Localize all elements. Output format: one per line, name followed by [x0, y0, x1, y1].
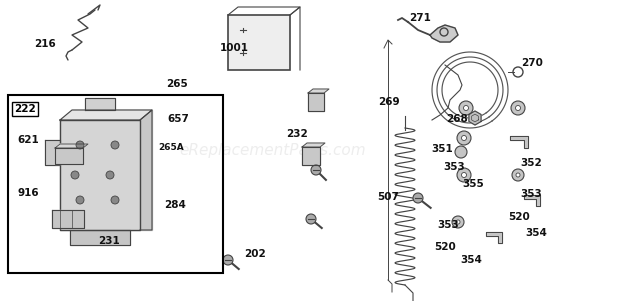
- Circle shape: [457, 131, 471, 145]
- Text: 520: 520: [434, 242, 456, 253]
- Text: 621: 621: [17, 135, 39, 145]
- Polygon shape: [85, 98, 115, 110]
- Polygon shape: [524, 195, 540, 206]
- Circle shape: [464, 105, 469, 110]
- Circle shape: [457, 168, 471, 182]
- Circle shape: [111, 196, 119, 204]
- Text: 216: 216: [34, 39, 56, 49]
- Circle shape: [223, 255, 233, 265]
- Polygon shape: [486, 232, 502, 243]
- Text: 354: 354: [460, 255, 482, 265]
- Text: 284: 284: [164, 200, 186, 210]
- Circle shape: [455, 146, 467, 158]
- Text: 1001: 1001: [220, 43, 249, 53]
- Text: 202: 202: [244, 249, 265, 259]
- Circle shape: [461, 135, 466, 141]
- Text: 232: 232: [286, 129, 308, 139]
- Text: 269: 269: [378, 97, 400, 107]
- Circle shape: [515, 105, 521, 110]
- Text: 268: 268: [446, 114, 468, 124]
- Polygon shape: [302, 143, 325, 147]
- Polygon shape: [60, 120, 140, 230]
- Circle shape: [456, 220, 460, 224]
- Text: 353: 353: [521, 189, 542, 199]
- Polygon shape: [55, 148, 83, 164]
- Polygon shape: [45, 140, 60, 165]
- Circle shape: [311, 165, 321, 175]
- Bar: [8, 95, 223, 273]
- Text: 351: 351: [431, 144, 453, 154]
- Circle shape: [106, 171, 114, 179]
- Circle shape: [76, 196, 84, 204]
- Polygon shape: [70, 230, 130, 245]
- Polygon shape: [52, 210, 84, 228]
- Polygon shape: [302, 147, 320, 165]
- Text: 231: 231: [98, 236, 120, 246]
- Text: 507: 507: [377, 192, 399, 202]
- Text: 353: 353: [438, 220, 459, 230]
- Text: 270: 270: [521, 58, 542, 68]
- Circle shape: [459, 101, 473, 115]
- Text: eReplacementParts.com: eReplacementParts.com: [179, 143, 366, 158]
- Circle shape: [452, 216, 464, 228]
- Bar: [228, 15, 290, 70]
- Text: 222: 222: [14, 104, 36, 114]
- Text: 657: 657: [167, 114, 189, 124]
- Polygon shape: [308, 93, 324, 111]
- Text: 271: 271: [409, 13, 431, 23]
- Circle shape: [516, 173, 520, 177]
- Polygon shape: [430, 25, 458, 42]
- Circle shape: [71, 171, 79, 179]
- Circle shape: [512, 169, 524, 181]
- Text: 265: 265: [166, 79, 188, 89]
- Circle shape: [461, 172, 466, 178]
- Circle shape: [511, 101, 525, 115]
- Text: 355: 355: [462, 179, 484, 189]
- Text: 520: 520: [508, 212, 530, 222]
- Circle shape: [413, 193, 423, 203]
- Circle shape: [111, 141, 119, 149]
- Polygon shape: [308, 89, 329, 93]
- Polygon shape: [510, 136, 528, 148]
- Text: 353: 353: [443, 162, 465, 172]
- Polygon shape: [55, 144, 88, 148]
- Text: 352: 352: [521, 158, 542, 168]
- Text: 265A: 265A: [158, 143, 184, 152]
- Circle shape: [76, 141, 84, 149]
- Polygon shape: [60, 110, 152, 120]
- Polygon shape: [469, 111, 481, 125]
- Circle shape: [306, 214, 316, 224]
- Text: 354: 354: [526, 228, 547, 238]
- Text: 916: 916: [17, 188, 39, 198]
- Polygon shape: [140, 110, 152, 230]
